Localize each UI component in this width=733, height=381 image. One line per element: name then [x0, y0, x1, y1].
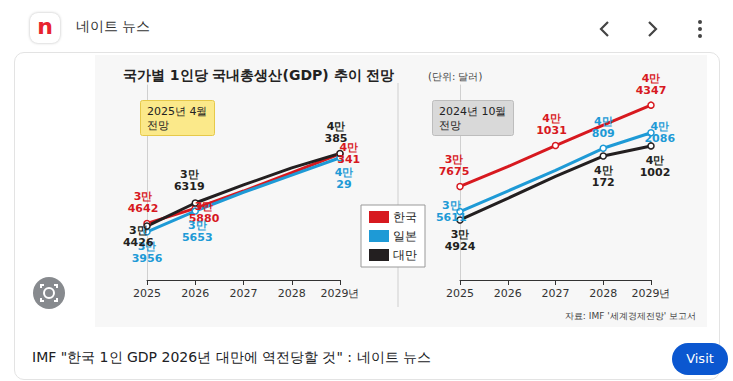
svg-text:일본: 일본 [393, 229, 417, 243]
svg-text:3956: 3956 [132, 252, 163, 265]
svg-text:2027: 2027 [542, 287, 570, 300]
html-text:네이트 뉴스: 네이트 뉴스 [76, 18, 151, 34]
svg-text:2029년: 2029년 [321, 287, 360, 300]
svg-text:2028: 2028 [589, 287, 617, 300]
svg-text:4642: 4642 [128, 202, 159, 215]
svg-text:1002: 1002 [640, 166, 671, 179]
svg-text:4만: 4만 [326, 120, 346, 134]
svg-text:385: 385 [325, 132, 348, 145]
svg-text:2027: 2027 [230, 287, 258, 300]
svg-text:3만: 3만 [444, 153, 464, 167]
svg-text:809: 809 [592, 127, 615, 140]
svg-text:4만: 4만 [650, 120, 670, 134]
svg-text:5880: 5880 [188, 211, 220, 225]
svg-text:2028: 2028 [278, 287, 306, 300]
svg-text:3만: 3만 [187, 219, 207, 233]
svg-text:4만: 4만 [593, 115, 613, 128]
svg-text:4426: 4426 [123, 236, 154, 249]
svg-text:2026: 2026 [181, 287, 209, 300]
svg-text:대만: 대만 [393, 248, 417, 262]
svg-text:4924: 4924 [445, 240, 476, 253]
svg-text:자료: IMF '세계경제전망' 보고서: 자료: IMF '세계경제전망' 보고서 [565, 311, 696, 321]
svg-text:3만: 3만 [194, 199, 214, 213]
svg-text:172: 172 [592, 176, 615, 189]
svg-text:7675: 7675 [439, 165, 470, 178]
html-text:IMF "한국 1인 GDP 2026년 대만에 역전당할: IMF "한국 1인 GDP 2026년 대만에 역전당할 것" : 네이트 뉴… [32, 349, 431, 365]
svg-text:3만: 3만 [441, 199, 461, 213]
svg-text:4만: 4만 [645, 154, 665, 168]
svg-text:3만: 3만 [133, 190, 153, 204]
svg-text:3만: 3만 [450, 228, 470, 242]
svg-text:4만: 4만 [542, 112, 561, 126]
svg-text:341: 341 [337, 153, 360, 166]
svg-text:4만: 4만 [593, 164, 613, 178]
svg-text:1031: 1031 [536, 124, 567, 137]
svg-text:6319: 6319 [174, 180, 205, 193]
svg-text:2029년: 2029년 [632, 287, 671, 300]
svg-text:5611: 5611 [436, 211, 467, 224]
svg-text:2026: 2026 [494, 287, 522, 300]
svg-text:2025: 2025 [446, 287, 474, 300]
svg-text:(단위: 달러): (단위: 달러) [428, 71, 482, 82]
svg-text:2024년 10월: 2024년 10월 [439, 105, 507, 118]
svg-text:국가별 1인당 국내총생산(GDP) 추이 전망: 국가별 1인당 국내총생산(GDP) 추이 전망 [123, 67, 394, 83]
html-text:Visit: Visit [686, 351, 714, 366]
svg-text:3만: 3만 [179, 167, 199, 181]
svg-text:한국: 한국 [393, 210, 417, 224]
svg-text:2086: 2086 [644, 132, 675, 145]
svg-text:3만: 3만 [128, 223, 148, 237]
html-text:n: n [37, 14, 53, 39]
svg-text:29: 29 [336, 178, 351, 191]
svg-text:전망: 전망 [147, 119, 169, 132]
svg-text:전망: 전망 [439, 119, 461, 132]
svg-text:4만: 4만 [641, 71, 661, 85]
svg-text:4만: 4만 [334, 166, 354, 179]
svg-text:2025년 4월: 2025년 4월 [147, 105, 208, 118]
svg-text:5653: 5653 [182, 231, 213, 244]
svg-text:4347: 4347 [636, 84, 667, 97]
svg-text:2025: 2025 [133, 287, 161, 300]
